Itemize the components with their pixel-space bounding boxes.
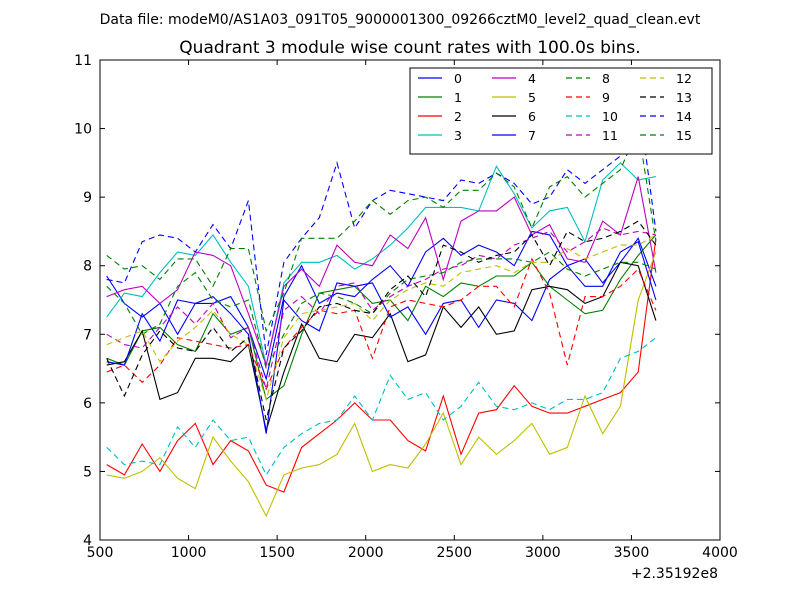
y-tick-label: 11: [74, 53, 92, 69]
series-line-5: [106, 251, 657, 518]
series-lines: [106, 97, 657, 518]
y-tick-label: 10: [74, 122, 92, 138]
series-line-11: [106, 227, 657, 390]
x-tick-label: 3000: [525, 545, 561, 561]
series-line-7: [106, 240, 657, 434]
series-line-2: [106, 238, 657, 493]
legend-label-15: 15: [676, 128, 692, 143]
axis-ticks: 500 1000 1500 2000 2500 3000 3500 4000456789101…: [74, 53, 738, 561]
legend-label-5: 5: [528, 90, 536, 105]
x-tick-label: 1500: [259, 545, 295, 561]
x-tick-label: 500: [87, 545, 114, 561]
axes-frame: [99, 59, 721, 541]
y-tick-label: 7: [83, 327, 92, 343]
y-tick-label: 8: [83, 259, 92, 275]
series-line-6: [106, 261, 657, 431]
plot-area: 500 1000 1500 2000 2500 3000 3500 4000456789101…: [74, 53, 738, 561]
x-tick-label: 1000: [171, 545, 207, 561]
series-line-15: [106, 126, 657, 333]
x-tick-label: 2500: [436, 545, 472, 561]
series-line-4: [106, 176, 657, 368]
y-tick-label: 4: [83, 533, 92, 549]
x-offset-label: +2.35192e8: [631, 566, 718, 582]
legend-label-0: 0: [454, 71, 462, 86]
figure-suptitle: Data file: modeM0/AS1A03_091T05_90000013…: [100, 12, 701, 28]
x-tick-label: 3500: [614, 545, 650, 561]
series-line-3: [106, 162, 657, 366]
series-line-0: [106, 230, 657, 381]
x-tick-label: 2000: [348, 545, 384, 561]
legend-label-7: 7: [528, 128, 536, 143]
x-tick-label: 4000: [702, 545, 738, 561]
legend-label-9: 9: [602, 90, 610, 105]
legend-label-13: 13: [676, 90, 692, 105]
legend-label-14: 14: [676, 109, 692, 124]
chart-title: Quadrant 3 module wise count rates with …: [179, 38, 640, 58]
y-tick-label: 6: [83, 396, 92, 412]
series-line-9: [106, 257, 657, 391]
legend-label-8: 8: [602, 71, 610, 86]
series-line-10: [106, 337, 657, 477]
legend-label-1: 1: [454, 90, 462, 105]
series-line-14: [106, 97, 657, 356]
series-line-12: [106, 234, 657, 402]
y-tick-label: 9: [83, 190, 92, 206]
series-line-13: [106, 220, 657, 421]
legend-frame: [409, 67, 713, 155]
legend-label-12: 12: [676, 71, 692, 86]
legend-label-11: 11: [602, 128, 618, 143]
legend-label-2: 2: [454, 109, 462, 124]
legend-label-6: 6: [528, 109, 536, 124]
y-tick-label: 5: [83, 464, 92, 480]
legend-label-10: 10: [602, 109, 618, 124]
legend-label-4: 4: [528, 71, 536, 86]
legend-label-3: 3: [454, 128, 462, 143]
